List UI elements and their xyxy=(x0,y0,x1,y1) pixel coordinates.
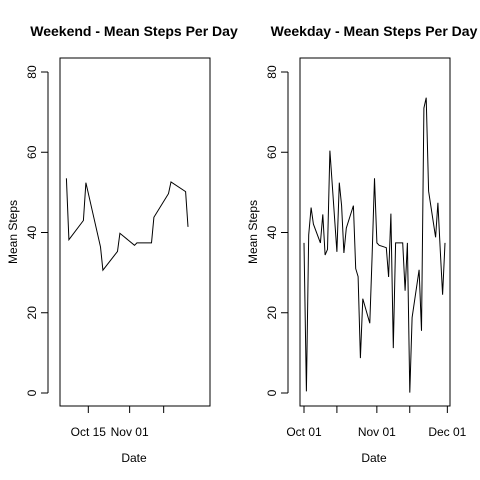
weekend-y-tick-label: 60 xyxy=(25,145,39,159)
weekend-y-tick-label: 0 xyxy=(25,389,39,396)
weekend-panel: Weekend - Mean Steps Per Day 0 20 40 60 80 Oct… xyxy=(6,23,238,465)
weekday-y-tick-label: 40 xyxy=(265,226,279,240)
weekend-x-tick-label: Oct 15 xyxy=(71,425,107,439)
weekend-chart-title: Weekend - Mean Steps Per Day xyxy=(30,23,238,39)
weekend-y-tick-label: 40 xyxy=(25,226,39,240)
weekend-series-line xyxy=(65,178,189,272)
weekday-x-tick-label: Oct 01 xyxy=(286,425,322,439)
weekday-y-axis-title: Mean Steps xyxy=(246,200,260,264)
weekday-y-tick-label: 20 xyxy=(265,306,279,320)
weekday-y-tick-label: 0 xyxy=(265,389,279,396)
weekday-panel: Weekday - Mean Steps Per Day 0 20 40 60 80 Oct… xyxy=(246,23,477,465)
weekend-plot-frame xyxy=(59,57,211,407)
weekend-y-tick-label: 80 xyxy=(25,65,39,79)
weekday-x-tick-label: Dec 01 xyxy=(428,425,466,439)
weekday-x-axis-title: Date xyxy=(361,451,387,465)
weekend-x-tick-label: Nov 01 xyxy=(111,425,149,439)
weekend-y-axis-title: Mean Steps xyxy=(6,200,20,264)
weekday-series-line xyxy=(303,97,446,393)
weekend-y-tick-label: 20 xyxy=(25,306,39,320)
weekday-y-tick-label: 60 xyxy=(265,145,279,159)
weekday-plot-frame xyxy=(299,57,451,407)
weekday-y-tick-label: 80 xyxy=(265,65,279,79)
weekday-x-tick-label: Nov 01 xyxy=(358,425,396,439)
weekend-x-axis-title: Date xyxy=(121,451,147,465)
weekday-chart-title: Weekday - Mean Steps Per Day xyxy=(271,23,478,39)
